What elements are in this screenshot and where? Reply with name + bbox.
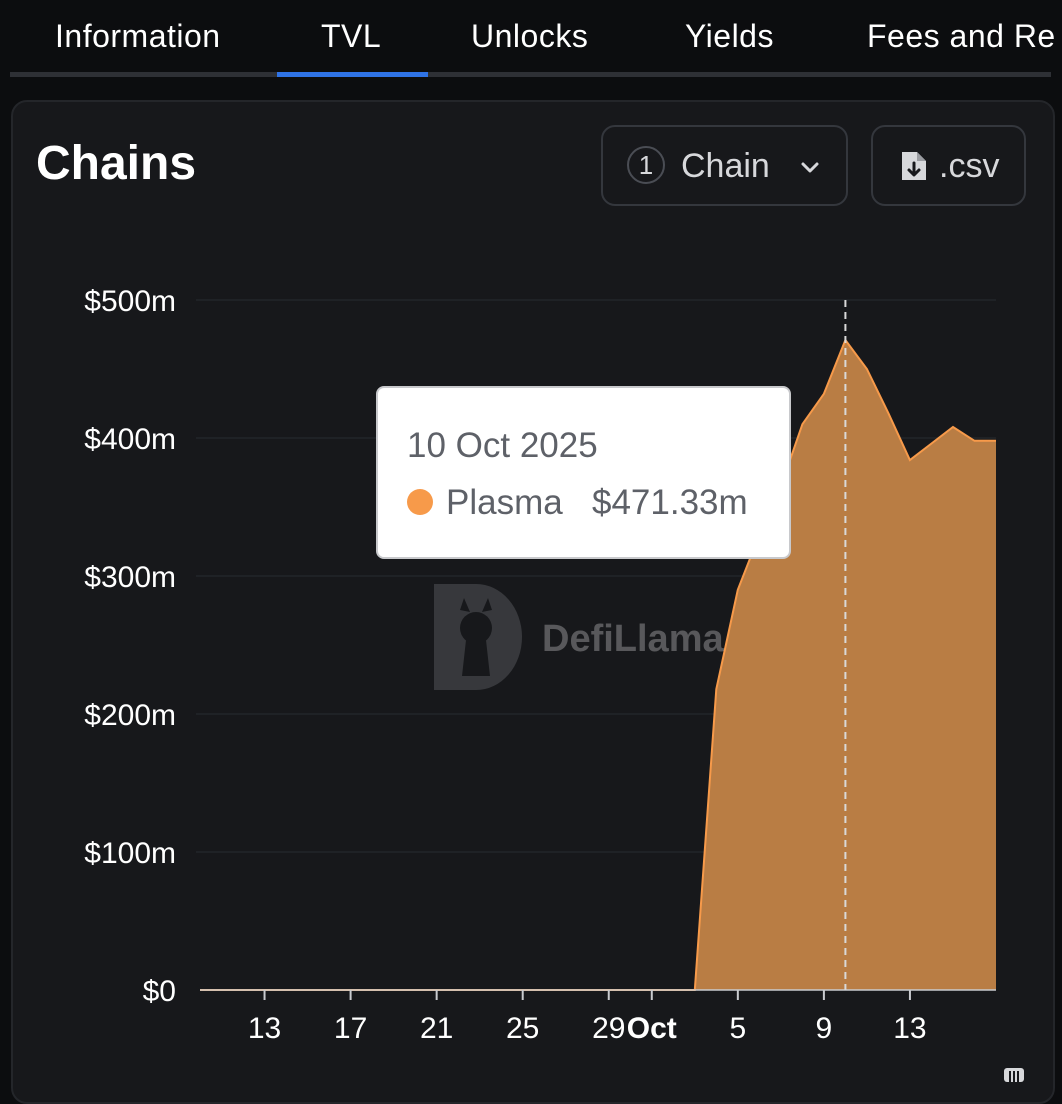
y-tick-label: $300m [84,561,176,594]
tooltip-series-dot [407,489,433,515]
tab-information[interactable]: Information [55,18,221,54]
tab-unlocks[interactable]: Unlocks [471,18,589,54]
tooltip-date: 10 Oct 2025 [407,426,598,465]
y-tick-label: $100m [84,837,176,870]
y-tick-label: $500m [84,285,176,318]
x-tick-label: 21 [420,1012,453,1045]
tab-tvl[interactable]: TVL [321,18,382,54]
file-download-icon [902,152,926,180]
active-tab-indicator [277,72,428,77]
chain-selector-label: Chain [681,147,770,185]
card-title: Chains [36,137,197,190]
tvl-chart: $0 $100m $200m $300m $400m $500m 13 17 21 25 29 Oct… [84,285,996,1045]
tab-bar: Information TVL Unlocks Yields Fees and … [0,0,1062,80]
defillama-watermark: DefiLlama [426,580,756,692]
x-tick-label: 25 [506,1012,539,1045]
csv-download-button[interactable]: .csv [871,125,1026,206]
x-tick-label: Oct [627,1012,677,1045]
x-tick-label: 17 [334,1012,367,1045]
llama-logo [434,584,522,690]
scroll-handle-icon[interactable] [1004,1068,1024,1082]
watermark-text: DefiLlama [542,618,724,660]
y-tick-label: $0 [143,975,176,1008]
tab-fees-and-revenue[interactable]: Fees and Re [867,18,1056,54]
chain-count-badge: 1 [627,146,665,184]
y-tick-label: $400m [84,423,176,456]
x-tick-label: 13 [893,1012,926,1045]
chain-selector-button[interactable]: 1 Chain [601,125,848,206]
x-tick-label: 5 [729,1012,746,1045]
tooltip-series-value: $471.33m [592,483,748,522]
series-area [200,340,996,990]
csv-button-label: .csv [939,147,1000,185]
tab-divider [10,72,1051,77]
tab-yields[interactable]: Yields [685,18,774,54]
x-tick-label: 9 [816,1012,833,1045]
y-tick-label: $200m [84,699,176,732]
x-tick-label: 29 [592,1012,625,1045]
chart-tooltip: 10 Oct 2025 Plasma $471.33m [376,386,791,559]
tooltip-series-name: Plasma [446,483,563,522]
chevron-down-icon [801,162,819,173]
x-tick-label: 13 [248,1012,281,1045]
